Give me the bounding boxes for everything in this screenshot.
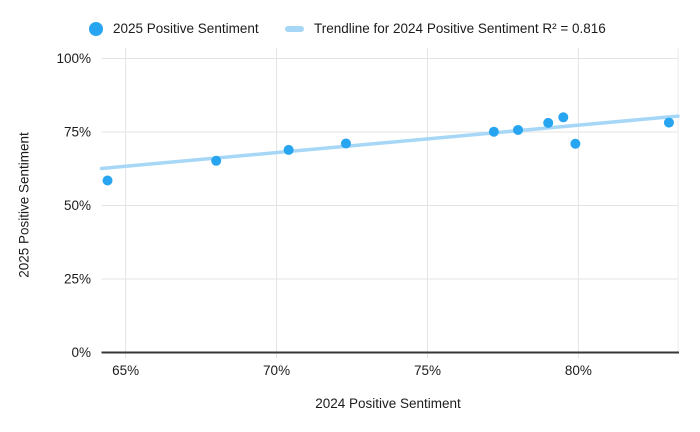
data-point[interactable]: [488, 126, 499, 137]
y-tick-label: 0%: [71, 345, 91, 360]
x-tick-label: 80%: [565, 363, 592, 378]
x-axis-title: 2024 Positive Sentiment: [315, 396, 461, 411]
legend-label-trendline: Trendline for 2024 Positive Sentiment R²…: [314, 21, 606, 36]
y-tick-label: 50%: [64, 198, 91, 213]
data-point[interactable]: [102, 175, 113, 186]
data-point[interactable]: [283, 144, 294, 155]
x-tick-label: 75%: [414, 363, 441, 378]
data-point[interactable]: [513, 124, 524, 135]
data-point[interactable]: [340, 138, 351, 149]
y-tick-label: 75%: [64, 125, 91, 140]
data-point[interactable]: [663, 117, 674, 128]
x-tick-label: 65%: [112, 363, 139, 378]
y-tick-label: 25%: [64, 272, 91, 287]
x-tick-label: 70%: [263, 363, 290, 378]
data-point[interactable]: [543, 117, 554, 128]
y-tick-label: 100%: [56, 51, 91, 66]
data-point[interactable]: [211, 155, 222, 166]
data-point[interactable]: [558, 112, 569, 123]
legend: 2025 Positive Sentiment Trendline for 20…: [0, 20, 700, 38]
legend-item-series[interactable]: 2025 Positive Sentiment: [89, 20, 259, 38]
legend-item-trendline[interactable]: Trendline for 2024 Positive Sentiment R²…: [285, 20, 606, 38]
data-point[interactable]: [570, 138, 581, 149]
trendline-marker-icon: [285, 26, 304, 32]
legend-label-series: 2025 Positive Sentiment: [113, 21, 259, 36]
series-marker-icon: [89, 22, 103, 36]
trendline[interactable]: [99, 114, 680, 171]
